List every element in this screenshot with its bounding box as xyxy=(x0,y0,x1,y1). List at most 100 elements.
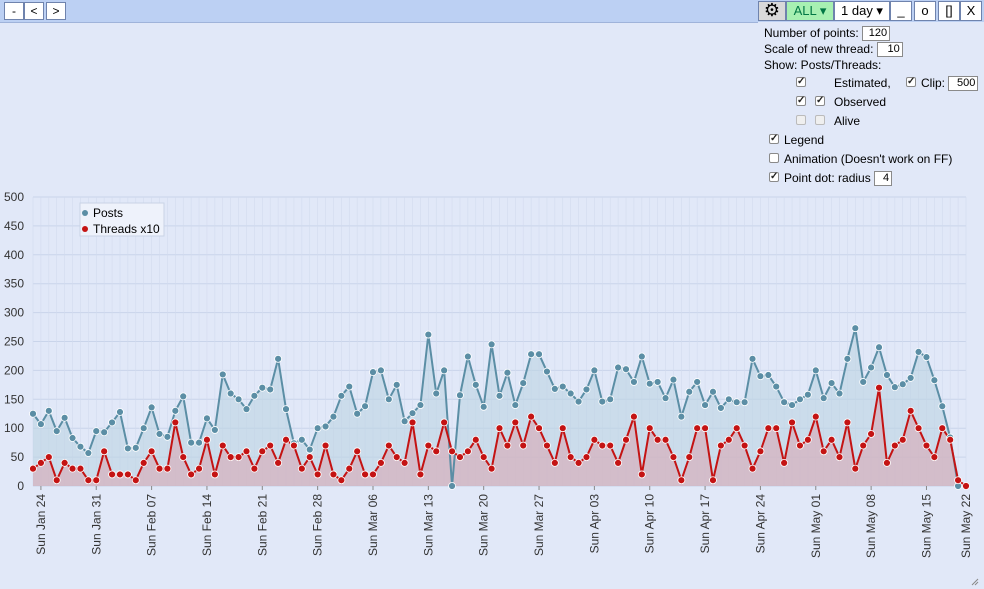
estimated-posts-checkbox[interactable] xyxy=(796,77,806,87)
x-tick-label: Sun Mar 06 xyxy=(366,494,380,556)
posts-point xyxy=(234,395,243,404)
threads-point xyxy=(171,418,180,427)
posts-point xyxy=(376,366,385,375)
threads-point xyxy=(147,447,156,456)
threads-point xyxy=(764,424,773,433)
threads-point xyxy=(859,441,868,450)
maximize-button[interactable]: [] xyxy=(938,1,960,21)
prev-button[interactable]: < xyxy=(24,2,44,20)
threads-point xyxy=(68,464,77,473)
posts-point xyxy=(558,382,567,391)
point-dot-row: Point dot: radius 4 xyxy=(784,170,893,187)
x-tick-label: Sun Feb 07 xyxy=(145,494,159,556)
x-tick-label: Sun Apr 10 xyxy=(643,494,657,554)
threads-point xyxy=(100,447,109,456)
point-dot-input[interactable]: 4 xyxy=(874,171,893,187)
threads-point xyxy=(527,412,536,421)
threads-point xyxy=(313,470,322,479)
x-tick-label: Sun May 15 xyxy=(919,494,933,558)
legend-label-threads: Threads x10 xyxy=(93,222,160,236)
x-tick-label: Sun Jan 24 xyxy=(34,494,48,555)
threads-point xyxy=(811,412,820,421)
top-toolbar: - < > ⚙ ALL ▾ 1 day ▾ _ o [] X xyxy=(0,0,984,23)
threads-point xyxy=(345,464,354,473)
threads-point xyxy=(653,435,662,444)
posts-point xyxy=(796,395,804,404)
posts-point xyxy=(131,443,140,452)
posts-point xyxy=(819,394,828,403)
scale-input[interactable]: 10 xyxy=(876,42,903,58)
posts-point xyxy=(764,371,773,379)
alive-threads-checkbox[interactable] xyxy=(815,115,825,125)
next-button[interactable]: > xyxy=(46,2,66,20)
posts-point xyxy=(305,445,314,454)
posts-point xyxy=(29,409,37,418)
clip-checkbox[interactable] xyxy=(906,77,916,87)
threads-point xyxy=(922,441,931,450)
posts-point xyxy=(195,438,203,447)
threads-point xyxy=(84,476,93,485)
y-tick-label: 200 xyxy=(4,363,24,377)
alive-posts-checkbox[interactable] xyxy=(796,115,806,125)
threads-point xyxy=(677,476,686,485)
threads-point xyxy=(788,418,796,427)
posts-point xyxy=(946,433,955,442)
threads-point xyxy=(519,441,528,450)
threads-point xyxy=(566,453,575,462)
threads-point xyxy=(290,441,298,450)
threads-point xyxy=(408,418,417,427)
posts-point xyxy=(353,409,362,418)
observed-posts-checkbox[interactable] xyxy=(796,96,806,106)
threads-point xyxy=(756,447,765,456)
restore-button[interactable]: o xyxy=(914,1,936,21)
legend-checkbox[interactable] xyxy=(769,134,779,144)
posts-point xyxy=(519,379,528,388)
filter-select[interactable]: ALL ▾ xyxy=(786,1,834,21)
clip-input[interactable]: 500 xyxy=(948,76,979,92)
posts-point xyxy=(693,378,702,386)
legend: Posts Threads x10 xyxy=(79,202,165,237)
threads-point xyxy=(234,453,243,462)
posts-point xyxy=(716,404,725,412)
posts-point xyxy=(645,379,654,388)
threads-point xyxy=(938,424,947,433)
point-dot-label: Point dot: radius xyxy=(784,171,871,185)
y-tick-label: 150 xyxy=(4,392,24,406)
threads-point xyxy=(867,430,876,438)
range-select[interactable]: 1 day ▾ xyxy=(834,1,890,21)
posts-point xyxy=(416,401,425,409)
posts-point xyxy=(258,383,267,392)
threads-point xyxy=(851,464,860,473)
show-label: Show: Posts/Threads: xyxy=(764,58,882,72)
posts-point xyxy=(550,384,559,393)
animation-checkbox[interactable] xyxy=(769,153,779,163)
posts-point xyxy=(875,343,883,352)
threads-point xyxy=(511,418,520,427)
posts-point xyxy=(748,354,757,363)
num-points-row: Number of points: 120 xyxy=(764,25,891,42)
threads-point xyxy=(622,435,630,444)
series-lines xyxy=(32,327,967,487)
posts-point xyxy=(266,385,275,394)
series-points xyxy=(29,324,970,490)
threads-point xyxy=(479,453,488,462)
posts-point xyxy=(408,409,417,418)
threads-point xyxy=(116,470,124,479)
threads-point xyxy=(724,435,733,444)
num-points-input[interactable]: 120 xyxy=(862,26,891,42)
threads-point xyxy=(606,441,615,450)
point-dot-checkbox[interactable] xyxy=(769,172,779,182)
x-tick-label: Sun Feb 14 xyxy=(200,494,214,556)
posts-point xyxy=(274,354,283,363)
close-button[interactable]: X xyxy=(960,1,982,21)
posts-point xyxy=(179,392,188,401)
minimize-button[interactable]: _ xyxy=(890,1,912,21)
minus-button[interactable]: - xyxy=(4,2,24,20)
x-tick-label: Sun May 01 xyxy=(809,494,823,558)
threads-point xyxy=(369,470,377,479)
observed-threads-checkbox[interactable] xyxy=(815,96,825,106)
gear-icon[interactable]: ⚙ xyxy=(758,1,786,21)
posts-point xyxy=(163,432,172,441)
y-tick-label: 450 xyxy=(4,219,24,233)
threads-point xyxy=(163,464,172,473)
